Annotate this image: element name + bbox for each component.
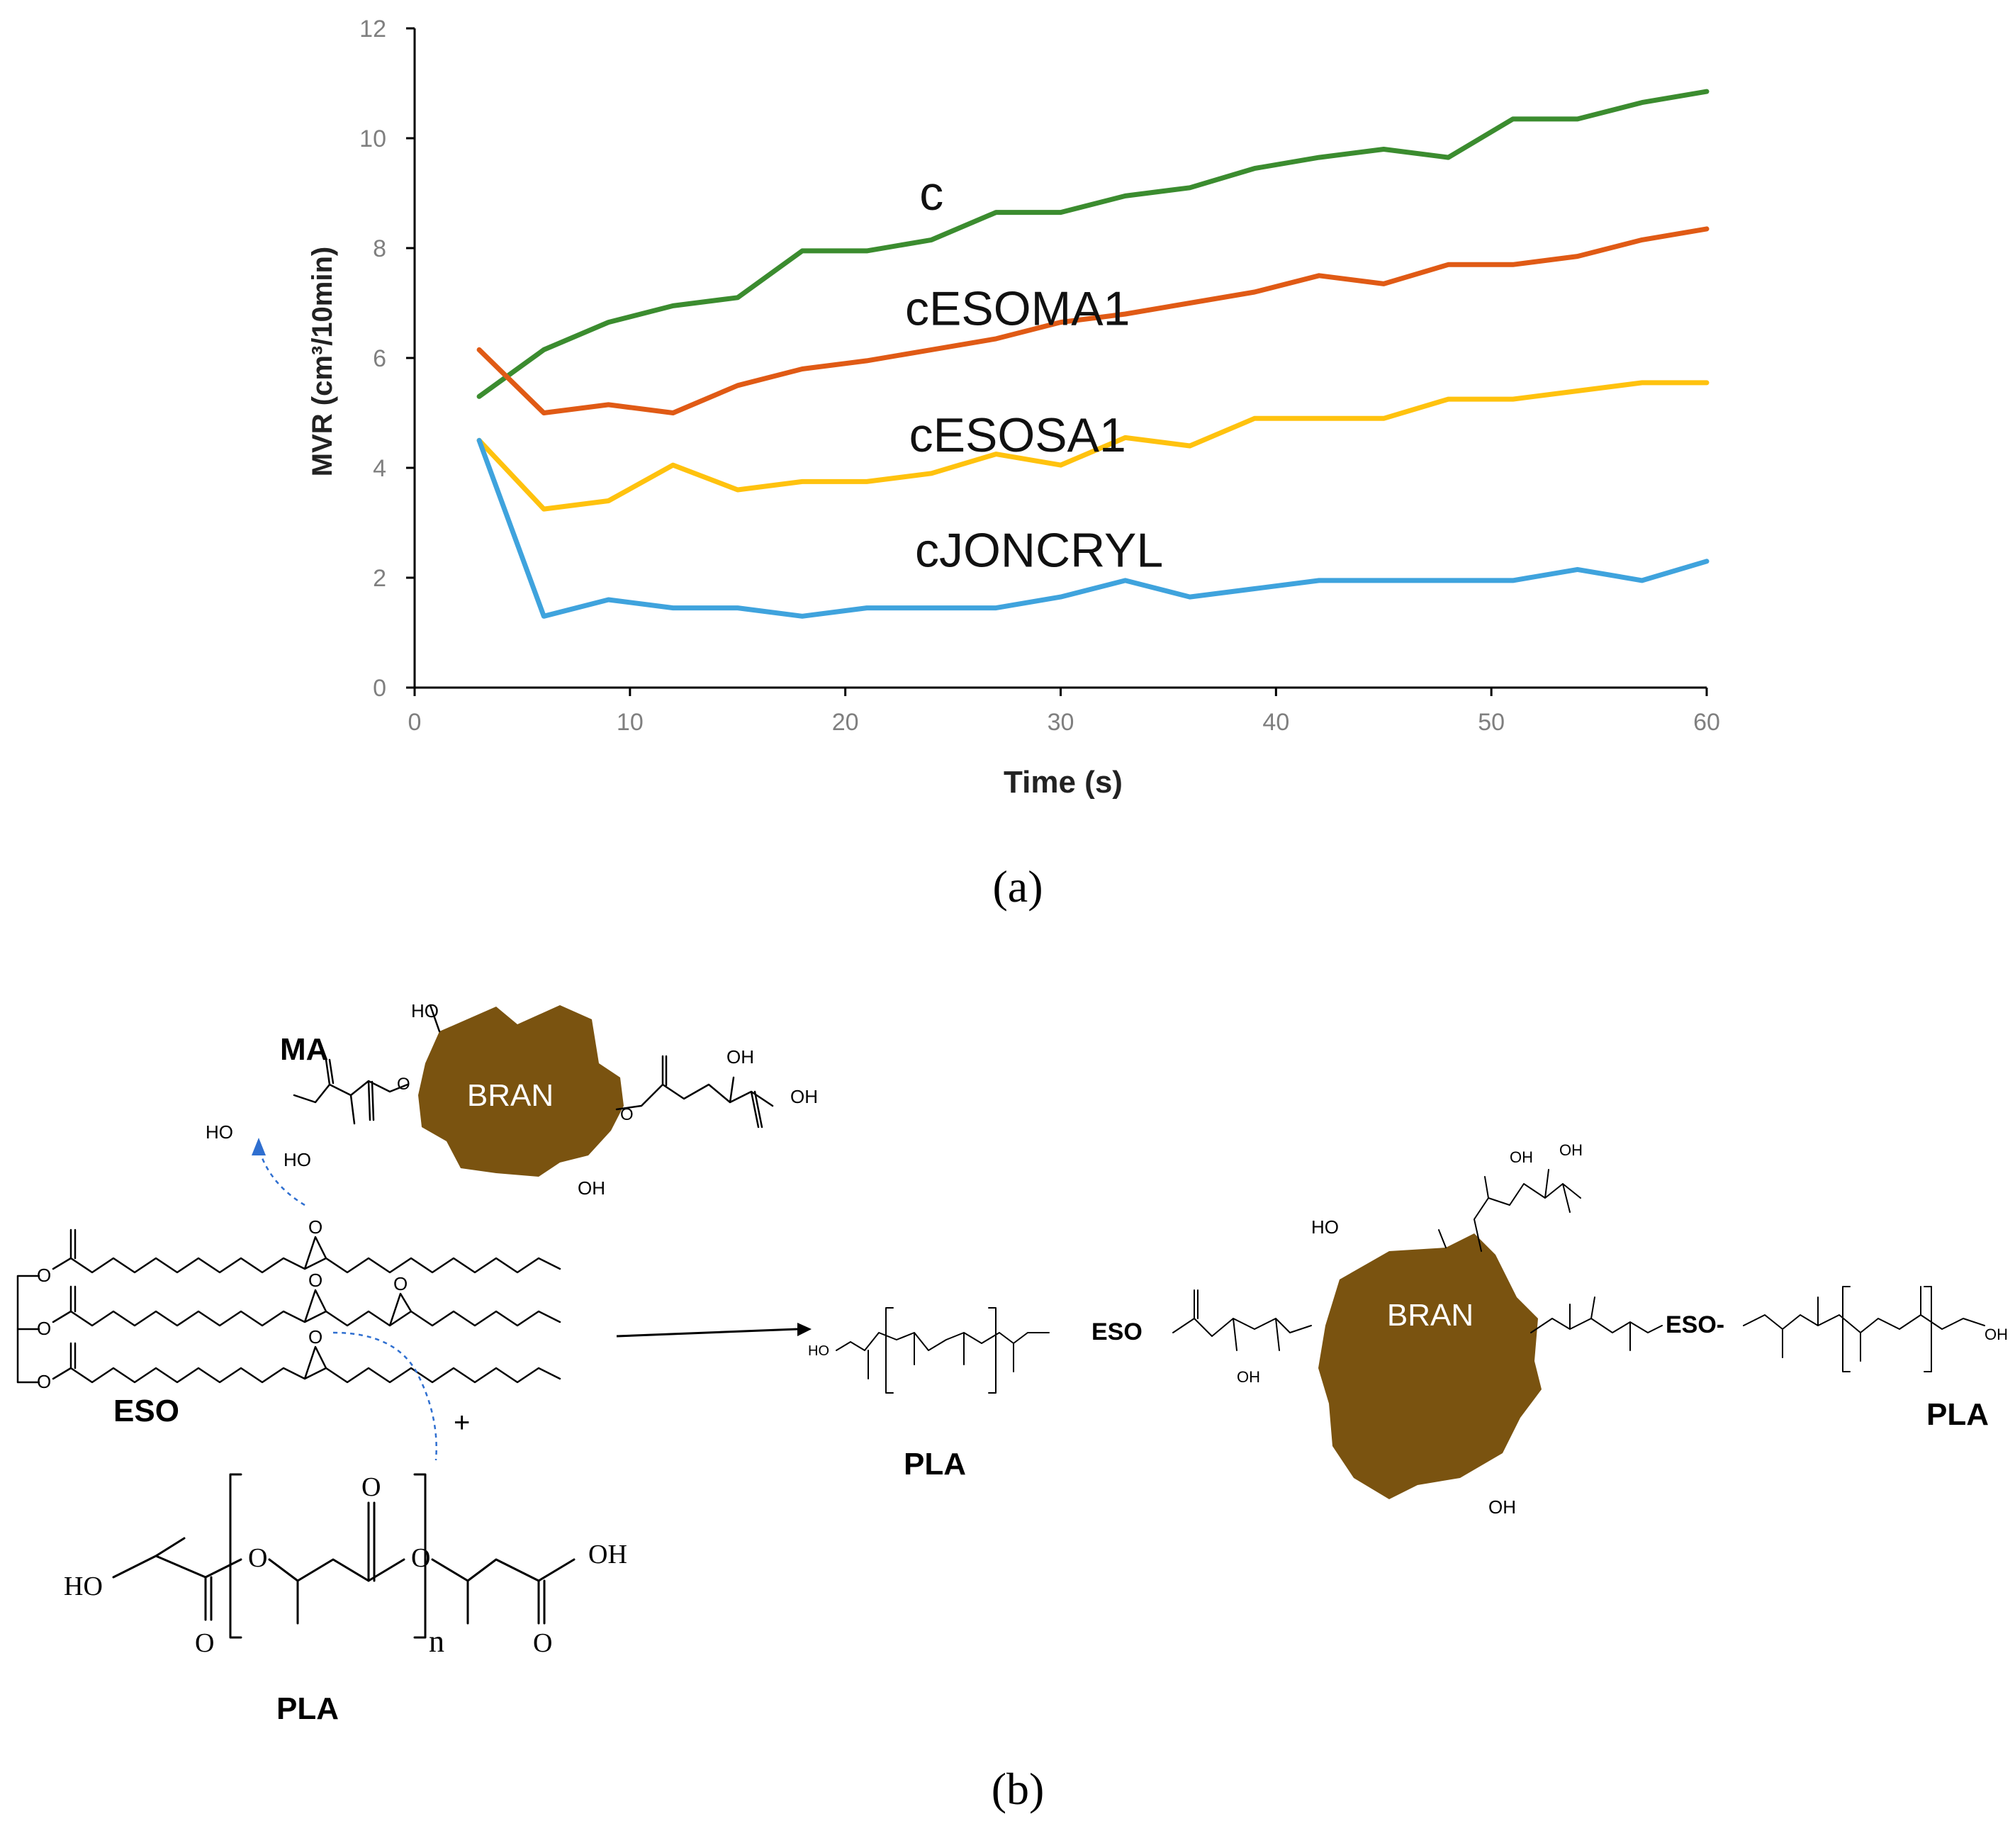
y-tick-label: 4 — [373, 455, 386, 482]
product-right-chain — [1530, 1286, 1985, 1372]
ma-right-bonds — [615, 1055, 774, 1129]
eso-bonds — [16, 1228, 561, 1384]
series-line-c — [476, 89, 1710, 399]
series-line-cesoma1 — [476, 226, 1710, 415]
pla-o-4: O — [411, 1543, 430, 1573]
series-label-cjoncryl: cJONCRYL — [915, 524, 1163, 578]
product-oh-top: OH — [1510, 1148, 1533, 1166]
y-tick-label: 0 — [373, 675, 386, 702]
plus-sign: + — [454, 1407, 470, 1438]
eso-o-2: O — [37, 1318, 51, 1339]
series-labels: c cESOMA1 cESOSA1 cJONCRYL — [905, 167, 1163, 578]
product-oh-mid: OH — [1237, 1368, 1260, 1386]
bran-label-right: BRAN — [1387, 1298, 1474, 1333]
pla-bonds — [112, 1473, 576, 1639]
pla-oh-right: OH — [588, 1540, 627, 1569]
x-tick-label: 10 — [617, 709, 644, 736]
product-oh-right: OH — [1985, 1326, 2008, 1343]
ma-right-oh-top: OH — [726, 1046, 754, 1068]
product-oh-top-right: OH — [1559, 1141, 1583, 1159]
eso-link-right: ESO- — [1666, 1311, 1724, 1338]
ma-label: MA — [280, 1032, 328, 1067]
eso-epoxide-o-4: O — [308, 1326, 322, 1348]
bran-particle-left — [418, 1005, 624, 1177]
product-oh-bottom: OH — [1488, 1496, 1516, 1518]
eso-link-left: ESO — [1091, 1318, 1143, 1345]
eso-epoxide-o-3: O — [393, 1273, 408, 1294]
reaction-scheme: BRAN MA HO OH O HO HO O OH OH O O O O O — [16, 1000, 2008, 1726]
x-axis-title: Time (s) — [1004, 765, 1123, 800]
series-line-cjoncryl — [476, 437, 1710, 619]
ma-right-o: O — [620, 1105, 634, 1124]
pla-o-5: O — [533, 1628, 552, 1658]
bran-label-left: BRAN — [467, 1078, 554, 1113]
product-molecule: BRAN HO ESO HO OH OH OH OH ESO- OH PLA P… — [808, 1141, 2008, 1518]
y-tick-label: 6 — [373, 345, 386, 372]
product-left-chain — [836, 1169, 1581, 1394]
eso-molecule: O O O O O O O ESO + — [16, 1216, 561, 1461]
eso-epoxide-o-2: O — [308, 1270, 322, 1291]
pla-repeat-n: n — [429, 1624, 444, 1659]
x-tick-label: 40 — [1262, 709, 1289, 736]
pla-o-2: O — [195, 1628, 214, 1658]
x-tick-label: 60 — [1693, 709, 1720, 736]
eso-label: ESO — [113, 1394, 179, 1428]
caption-a: (a) — [992, 861, 1043, 912]
x-tick-label: 30 — [1048, 709, 1074, 736]
series-label-cesosa1: cESOSA1 — [909, 408, 1126, 462]
series-label-c: c — [919, 167, 943, 220]
blue-dashed-arrow — [257, 1148, 305, 1206]
y-axis: 0 2 4 6 8 10 12 — [359, 16, 416, 702]
pla-ho-left: HO — [64, 1572, 103, 1601]
ma-left-oh: HO — [284, 1149, 311, 1170]
y-axis-title: MVR (cm³/10min) — [307, 247, 338, 477]
pla-o-3: O — [361, 1472, 381, 1502]
pla-label-bottom: PLA — [276, 1691, 339, 1726]
series-label-cesoma1: cESOMA1 — [905, 282, 1130, 336]
ma-left-o: O — [397, 1075, 410, 1094]
pla-label-product-left: PLA — [904, 1447, 966, 1482]
series-lines — [476, 89, 1710, 619]
eso-o-3: O — [37, 1371, 51, 1392]
eso-epoxide-o-1: O — [308, 1216, 322, 1238]
x-axis: 0 10 20 30 40 50 60 — [408, 686, 1720, 736]
pla-o-1: O — [248, 1543, 267, 1573]
series-line-cesosa1 — [476, 380, 1710, 512]
bran-ma-complex: BRAN MA HO OH O HO HO O OH OH — [206, 1000, 818, 1206]
y-tick-label: 12 — [359, 16, 386, 43]
pla-molecule: HO O O O O O n OH PLA — [64, 1472, 627, 1726]
blue-arrowhead — [252, 1138, 266, 1155]
product-ho-top: HO — [1311, 1216, 1339, 1238]
ma-right-oh: OH — [790, 1086, 818, 1107]
y-tick-label: 2 — [373, 565, 386, 592]
caption-b: (b) — [992, 1764, 1045, 1814]
y-tick-label: 8 — [373, 235, 386, 262]
x-tick-label: 0 — [408, 709, 422, 736]
y-tick-label: 10 — [359, 125, 386, 152]
eso-o-1: O — [37, 1265, 51, 1286]
oh-bran-bottom: OH — [578, 1177, 605, 1199]
x-tick-label: 20 — [832, 709, 859, 736]
blue-dashed-line — [332, 1331, 437, 1461]
pla-label-product-right: PLA — [1926, 1397, 1989, 1432]
reaction-arrow — [616, 1323, 812, 1338]
bran-particle-right — [1318, 1233, 1542, 1499]
ma-left-bonds — [293, 1004, 441, 1125]
product-ho-left: HO — [808, 1343, 829, 1359]
x-tick-label: 50 — [1478, 709, 1505, 736]
ma-left-ho: HO — [206, 1121, 233, 1143]
